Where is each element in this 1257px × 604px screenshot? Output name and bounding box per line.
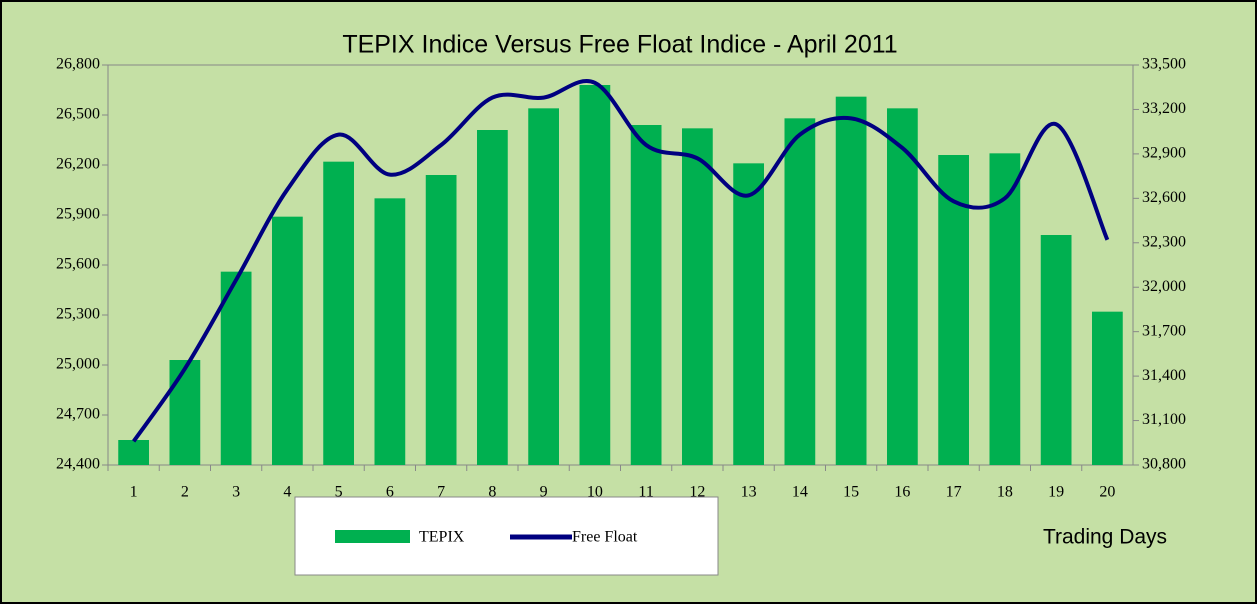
x-tick-label: 15: [843, 484, 859, 501]
x-tick-label: 20: [1099, 484, 1115, 501]
line: [131, 79, 1110, 443]
bar: [630, 125, 662, 465]
plot-area: [107, 64, 1134, 466]
bar: [220, 271, 252, 465]
x-tick-label: 19: [1048, 484, 1064, 501]
x-tick-label: 17: [946, 484, 962, 501]
x-tick-label: 14: [792, 484, 808, 501]
x-axis-label: Trading Days: [1043, 526, 1167, 549]
x-tick-label: 2: [181, 484, 189, 501]
bar: [1092, 311, 1123, 465]
y-tick-label: 25,000: [56, 356, 100, 373]
bar: [1040, 235, 1072, 465]
bar: [887, 108, 918, 465]
x-tick-label: 4: [283, 484, 291, 501]
bar: [118, 440, 149, 465]
legend-swatch: [335, 530, 410, 543]
y2-tick-label: 32,600: [1142, 189, 1186, 206]
y2-tick-label: 32,000: [1142, 278, 1186, 295]
bar: [272, 216, 303, 465]
bar: [835, 96, 867, 466]
y-tick-label: 26,800: [56, 56, 100, 73]
x-tick-label: 9: [540, 484, 548, 501]
x-tick-label: 7: [437, 484, 445, 501]
bar: [784, 118, 816, 465]
x-tick-label: 6: [386, 484, 394, 501]
bar: [528, 108, 559, 465]
bar: [323, 161, 354, 465]
x-tick-label: 18: [997, 484, 1013, 501]
bar: [682, 128, 713, 466]
x-tick-label: 8: [488, 484, 496, 501]
bar: [169, 360, 201, 465]
y2-tick-label: 32,900: [1142, 145, 1186, 162]
y2-tick-label: 31,700: [1142, 322, 1186, 339]
bar: [733, 163, 764, 466]
chart-title: TEPIX Indice Versus Free Float Indice - …: [342, 31, 897, 59]
y-tick-label: 25,300: [56, 306, 100, 323]
y2-tick-label: 33,500: [1142, 56, 1186, 73]
y2-tick-label: 31,100: [1142, 411, 1186, 428]
y-tick-label: 24,400: [56, 456, 100, 473]
y2-tick-label: 31,400: [1142, 367, 1186, 384]
y-tick-label: 26,200: [56, 156, 100, 173]
x-tick-label: 13: [741, 484, 757, 501]
bar: [477, 130, 508, 465]
y-tick-label: 25,600: [56, 256, 100, 273]
x-tick-label: 11: [638, 484, 653, 501]
y2-tick-label: 33,200: [1142, 100, 1186, 117]
y-tick-label: 25,900: [56, 206, 100, 223]
legend-label: TEPIX: [419, 529, 465, 546]
y-tick-label: 26,500: [56, 106, 100, 123]
x-tick-label: 1: [130, 484, 138, 501]
legend-label: Free Float: [572, 529, 638, 546]
y-tick-label: 24,700: [56, 406, 100, 423]
x-tick-label: 12: [689, 484, 705, 501]
x-tick-label: 16: [894, 484, 910, 501]
x-tick-label: 10: [587, 484, 603, 501]
x-tick-label: 5: [335, 484, 343, 501]
bar: [374, 198, 406, 466]
x-tick-label: 3: [232, 484, 240, 501]
bar: [425, 175, 457, 465]
bar: [579, 85, 611, 465]
y2-tick-label: 32,300: [1142, 233, 1186, 250]
y2-tick-label: 30,800: [1142, 456, 1186, 473]
